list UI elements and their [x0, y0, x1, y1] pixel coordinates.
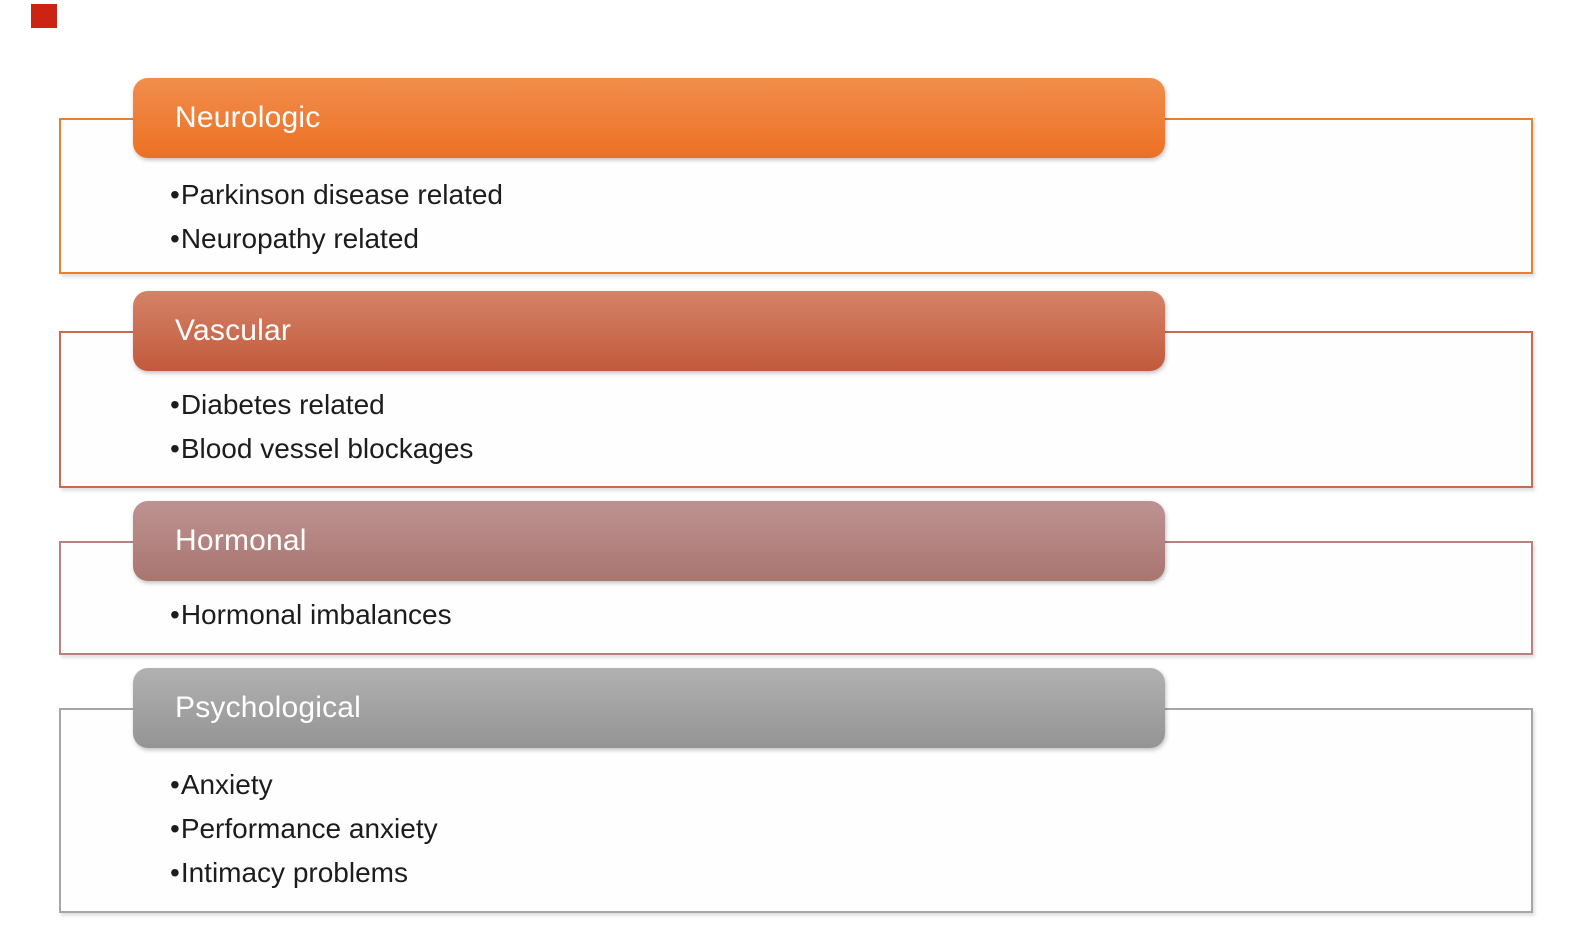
- list-item-text: Diabetes related: [180, 389, 385, 420]
- bullet-icon: •: [170, 389, 180, 420]
- list-item: •Diabetes related: [170, 383, 473, 427]
- bullet-list: •Parkinson disease related •Neuropathy r…: [170, 173, 503, 261]
- section-title: Hormonal: [175, 524, 307, 557]
- bullet-icon: •: [170, 179, 180, 210]
- list-item: •Anxiety: [170, 763, 438, 807]
- section-header: Hormonal: [133, 501, 1165, 581]
- bullet-list: •Hormonal imbalances: [170, 593, 452, 637]
- bullet-list: •Diabetes related •Blood vessel blockage…: [170, 383, 473, 471]
- bullet-icon: •: [170, 433, 180, 464]
- list-item: •Parkinson disease related: [170, 173, 503, 217]
- bullet-icon: •: [170, 857, 180, 888]
- list-item-text: Anxiety: [180, 769, 273, 800]
- list-item-text: Hormonal imbalances: [180, 599, 452, 630]
- list-item: •Intimacy problems: [170, 851, 438, 895]
- list-item: •Performance anxiety: [170, 807, 438, 851]
- list-item-text: Blood vessel blockages: [180, 433, 474, 464]
- list-item-text: Intimacy problems: [180, 857, 408, 888]
- bullet-icon: •: [170, 769, 180, 800]
- bullet-icon: •: [170, 813, 180, 844]
- list-item: •Neuropathy related: [170, 217, 503, 261]
- bullet-icon: •: [170, 599, 180, 630]
- section-header: Vascular: [133, 291, 1165, 371]
- section-header: Psychological: [133, 668, 1165, 748]
- bullet-icon: •: [170, 223, 180, 254]
- red-square-marker: [31, 4, 57, 28]
- section-title: Neurologic: [175, 101, 321, 134]
- list-item-text: Parkinson disease related: [180, 179, 504, 210]
- section-title: Vascular: [175, 314, 292, 347]
- section-header: Neurologic: [133, 78, 1165, 158]
- list-item-text: Performance anxiety: [180, 813, 438, 844]
- list-item: •Blood vessel blockages: [170, 427, 473, 471]
- section-title: Psychological: [175, 691, 362, 724]
- bullet-list: •Anxiety •Performance anxiety •Intimacy …: [170, 763, 438, 895]
- list-item: •Hormonal imbalances: [170, 593, 452, 637]
- list-item-text: Neuropathy related: [180, 223, 419, 254]
